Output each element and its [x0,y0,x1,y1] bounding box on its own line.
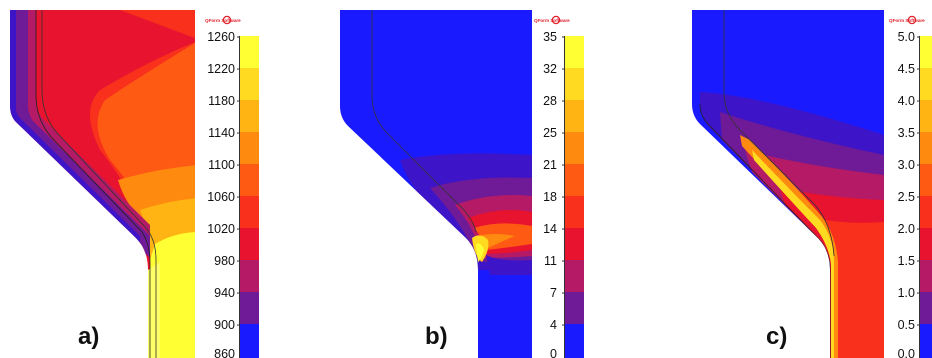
scale-swatch-b-5 [565,164,584,196]
scale-tick-c-11: 0.0 [898,347,915,358]
scale-tick-b-6: 18 [543,190,557,204]
panel-a: 1260 1220 1180 1140 1100 1060 1020 980 9… [10,10,259,358]
scale-swatch-a-1 [240,36,259,68]
scale-tick-b-1: 35 [543,30,557,44]
qform-logo-c: QForm Software [889,15,925,25]
logo-text-c: QForm Software [889,18,925,23]
scale-swatch-b-8 [565,260,584,292]
logo-text-a: QForm Software [205,18,241,23]
scale-swatches-a [240,36,259,358]
scale-swatch-a-3 [240,100,259,132]
scale-tick-b-3: 28 [543,94,557,108]
color-scale-a: 1260 1220 1180 1140 1100 1060 1020 980 9… [207,30,259,358]
scale-swatch-c-9 [920,292,932,324]
scale-swatch-a-6 [240,196,259,228]
scale-swatch-c-5 [920,164,932,196]
scale-tick-a-3: 1180 [208,94,235,108]
scale-swatch-c-10 [920,324,932,358]
scale-tick-b-9: 7 [550,286,557,300]
scale-tick-a-5: 1100 [208,158,235,172]
scale-tick-c-5: 3.0 [898,158,915,172]
panel-b: 35 32 28 25 21 18 14 11 7 4 0 QForm Soft… [340,10,584,358]
scale-tick-b-11: 0 [550,347,557,358]
scale-tick-a-11: 860 [214,347,235,358]
scale-tick-a-6: 1060 [207,190,235,204]
scale-swatch-a-4 [240,132,259,164]
scale-swatch-c-8 [920,260,932,292]
panel-label-a: a) [78,323,99,350]
panel-label-c: c) [766,323,787,350]
scale-swatch-c-7 [920,228,932,260]
scale-swatch-c-2 [920,68,932,100]
scale-tick-c-3: 4.0 [898,94,915,108]
scale-tick-c-10: 0.5 [898,318,915,332]
scale-tick-a-8: 980 [214,254,235,268]
scale-swatch-a-8 [240,260,259,292]
scale-swatches-b [565,36,584,358]
scale-swatch-a-10 [240,324,259,358]
scale-tick-a-1: 1260 [207,30,235,44]
scale-swatch-a-2 [240,68,259,100]
scale-tick-c-4: 3.5 [898,126,915,140]
panel-label-b: b) [425,323,448,350]
scale-tick-a-2: 1220 [207,62,235,76]
scale-swatch-b-1 [565,36,584,68]
scale-swatch-b-7 [565,228,584,260]
scale-tick-b-10: 4 [550,318,557,332]
scale-tick-c-2: 4.5 [898,62,915,76]
scale-swatch-a-9 [240,292,259,324]
scale-tick-b-7: 14 [543,222,557,236]
scale-tick-b-5: 21 [543,158,557,172]
color-scale-b: 35 32 28 25 21 18 14 11 7 4 0 [543,30,584,358]
scale-swatch-a-5 [240,164,259,196]
scale-tick-b-2: 32 [543,62,557,76]
scale-tick-c-7: 2.0 [898,222,915,236]
scale-tick-c-8: 1.5 [898,254,915,268]
scale-tick-a-7: 1020 [207,222,235,236]
scale-tick-c-1: 5.0 [898,30,915,44]
scale-swatch-b-6 [565,196,584,228]
scale-swatch-b-3 [565,100,584,132]
scale-swatch-c-6 [920,196,932,228]
scale-swatch-b-4 [565,132,584,164]
scale-tick-c-9: 1.0 [898,286,915,300]
scale-tick-b-8: 11 [544,254,557,268]
contour-plot-c [692,10,884,358]
qform-logo-b: QForm Software [534,15,570,25]
scale-swatch-a-7 [240,228,259,260]
contour-plot-a [10,10,195,358]
scale-tick-b-4: 25 [543,126,557,140]
scale-swatch-c-3 [920,100,932,132]
scale-swatch-b-10 [565,324,584,358]
contour-plot-b [340,10,532,358]
scale-swatch-b-9 [565,292,584,324]
scale-swatches-c [920,36,932,358]
qform-logo-a: QForm Software [205,15,241,25]
color-scale-c: 5.0 4.5 4.0 3.5 3.0 2.5 2.0 1.5 1.0 0.5 … [898,30,932,358]
scale-swatch-c-4 [920,132,932,164]
logo-text-b: QForm Software [534,18,570,23]
scale-tick-a-4: 1140 [208,126,235,140]
scale-tick-a-9: 940 [214,286,235,300]
scale-tick-c-6: 2.5 [898,190,915,204]
scale-swatch-b-2 [565,68,584,100]
scale-swatch-c-1 [920,36,932,68]
scale-tick-a-10: 900 [214,318,235,332]
panel-c: 5.0 4.5 4.0 3.5 3.0 2.5 2.0 1.5 1.0 0.5 … [692,10,932,358]
